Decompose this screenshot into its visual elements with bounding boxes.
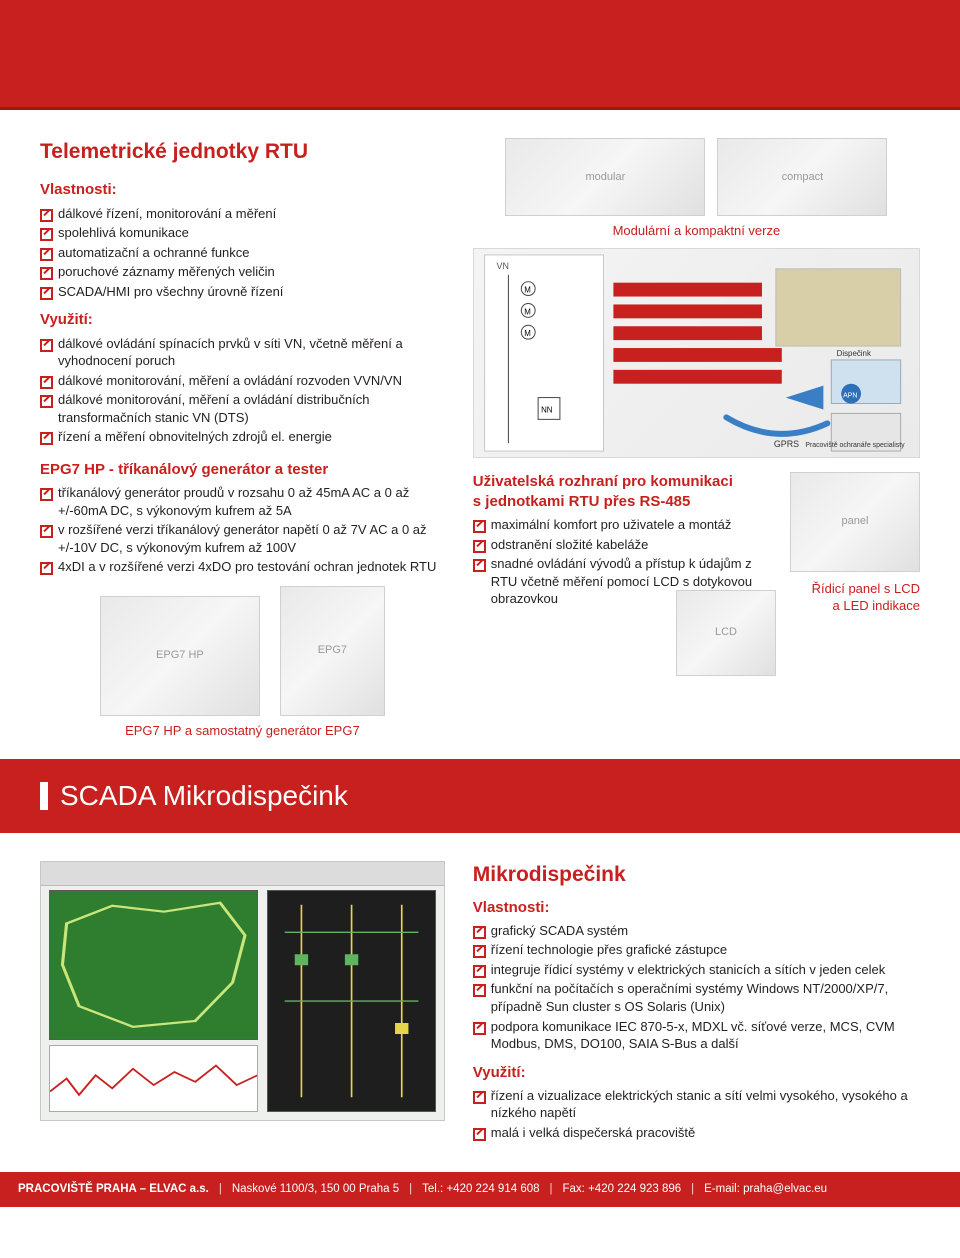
rtu-properties-head: Vlastnosti: [40,180,445,200]
footer-address: Naskové 1100/3, 150 00 Praha 5 [232,1182,399,1198]
system-diagram: VN M M M NN Dispečink [473,248,920,458]
svg-text:Dispečink: Dispečink [836,349,870,358]
rtu-left-column: Telemetrické jednotky RTU Vlastnosti: dá… [40,138,445,739]
scada-banner: SCADA Mikrodispečink [0,759,960,833]
compact-rtu-image: compact [717,138,887,216]
list-item: dálkové ovládání spínacích prvků v síti … [40,335,445,370]
list-item: integruje řídicí systémy v elektrických … [473,961,920,979]
rtu-properties-list: dálkové řízení, monitorování a měření sp… [40,205,445,301]
footer-fax: +420 224 923 896 [588,1183,681,1195]
epg7-hp-image: EPG7 HP [100,596,260,716]
list-item: SCADA/HMI pro všechny úrovně řízení [40,283,445,301]
list-item: podpora komunikace IEC 870-5-x, MDXL vč.… [473,1018,920,1053]
svg-text:Pracoviště ochranáře specialis: Pracoviště ochranáře specialisty [805,442,905,449]
modules-caption: Modulární a kompaktní verze [473,222,920,240]
list-item: dálkové řízení, monitorování a měření [40,205,445,223]
list-item: maximální komfort pro uživatele a montáž [473,516,776,534]
footer-tel: +420 224 914 608 [446,1183,539,1195]
list-item: v rozšířené verzi tříkanálový generátor … [40,521,445,556]
separator: | [409,1182,412,1198]
svg-text:VN: VN [496,260,508,270]
svg-text:M: M [524,307,531,316]
scada-banner-title: SCADA Mikrodispečink [40,777,920,815]
list-item: 4xDI a v rozšířené verzi 4xDO pro testov… [40,558,445,576]
footer-email: praha@elvac.eu [743,1183,827,1195]
separator: | [550,1182,553,1198]
epg7-devices-row: EPG7 HP EPG7 [40,586,445,716]
rtu-title: Telemetrické jednotky RTU [40,138,445,166]
interface-head-1: Uživatelská rozhraní pro komunikaci [473,472,776,492]
modules-row: modular compact [473,138,920,216]
list-item: odstranění složité kabeláže [473,536,776,554]
scada-usage-head: Využití: [473,1063,920,1083]
list-item: malá i velká dispečerská pracoviště [473,1124,920,1142]
scada-screenshot [40,861,445,1121]
svg-text:GPRS: GPRS [774,439,799,449]
footer-workplace: PRACOVIŠTĚ PRAHA – ELVAC a.s. [18,1182,209,1198]
rtu-usage-list: dálkové ovládání spínacích prvků v síti … [40,335,445,446]
svg-text:M: M [524,285,531,294]
list-item: tříkanálový generátor proudů v rozsahu 0… [40,484,445,519]
list-item: řízení a vizualizace elektrických stanic… [473,1087,920,1122]
epg7-list: tříkanálový generátor proudů v rozsahu 0… [40,484,445,576]
list-item: grafický SCADA systém [473,922,920,940]
list-item: spolehlivá komunikace [40,224,445,242]
epg7-head: EPG7 HP - tříkanálový generátor a tester [40,460,445,480]
svg-text:M: M [524,329,531,338]
diagram-svg: VN M M M NN Dispečink [474,249,919,457]
top-red-banner [0,0,960,110]
scada-map-area [49,890,258,1040]
scada-trend-chart [49,1045,258,1112]
interface-block: Uživatelská rozhraní pro komunikaci s je… [473,472,920,676]
separator: | [691,1182,694,1198]
interface-list: maximální komfort pro uživatele a montáž… [473,516,776,608]
footer-email-label: E-mail: [704,1183,740,1195]
scada-properties-list: grafický SCADA systém řízení technologie… [473,922,920,1053]
scada-toolbar [41,862,444,886]
footer-fax-label: Fax: [563,1183,585,1195]
scada-section: Mikrodispečink Vlastnosti: grafický SCAD… [0,833,960,1171]
rtu-section: Telemetrické jednotky RTU Vlastnosti: dá… [0,110,960,759]
footer-bar: PRACOVIŠTĚ PRAHA – ELVAC a.s. | Naskové … [0,1172,960,1208]
modular-rtu-image: modular [505,138,705,216]
scada-usage-list: řízení a vizualizace elektrických stanic… [473,1087,920,1142]
list-item: dálkové monitorování, měření a ovládání … [40,372,445,390]
rtu-usage-head: Využití: [40,310,445,330]
panel-caption-2: a LED indikace [833,597,920,615]
interface-head-2: s jednotkami RTU přes RS-485 [473,492,776,512]
epg7-image: EPG7 [280,586,385,716]
list-item: řízení technologie přes grafické zástupc… [473,941,920,959]
epg7-caption: EPG7 HP a samostatný generátor EPG7 [40,722,445,740]
panel-caption-1: Řídicí panel s LCD [812,580,920,598]
led-panel-image: panel [790,472,920,572]
svg-text:NN: NN [541,405,553,414]
scada-properties-head: Vlastnosti: [473,898,920,918]
separator: | [219,1182,222,1198]
rtu-right-column: modular compact Modulární a kompaktní ve… [473,138,920,739]
list-item: automatizační a ochranné funkce [40,244,445,262]
list-item: funkční na počítačích s operačními systé… [473,980,920,1015]
list-item: snadné ovládání vývodů a přístup k údajů… [473,555,776,608]
scada-right-column: Mikrodispečink Vlastnosti: grafický SCAD… [473,861,920,1151]
list-item: dálkové monitorování, měření a ovládání … [40,391,445,426]
svg-text:APN: APN [843,392,857,399]
footer-tel-label: Tel.: [422,1183,443,1195]
list-item: poruchové záznamy měřených veličin [40,263,445,281]
scada-left-column [40,861,445,1151]
scada-schematic-panel [267,890,436,1112]
list-item: řízení a měření obnovitelných zdrojů el.… [40,428,445,446]
scada-title: Mikrodispečink [473,861,920,889]
